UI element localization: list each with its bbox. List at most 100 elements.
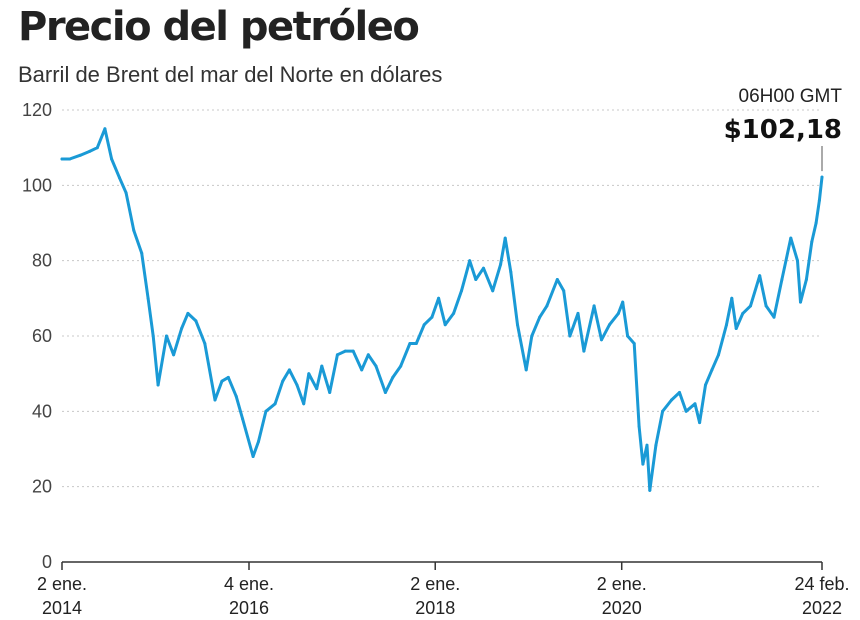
data-point [799, 300, 802, 304]
data-point [616, 311, 620, 315]
data-point [730, 296, 734, 300]
data-point [772, 315, 776, 319]
data-point [645, 443, 649, 447]
data-point [151, 334, 155, 338]
y-tick-label: 0 [42, 552, 52, 572]
y-tick-label: 40 [32, 401, 52, 421]
data-point [328, 391, 332, 394]
data-point [186, 311, 190, 315]
x-tick-year-label: 2014 [42, 598, 82, 618]
data-point [460, 289, 463, 293]
data-point [437, 296, 441, 300]
data-point [430, 315, 434, 319]
data-point [717, 353, 720, 357]
data-point [684, 409, 688, 413]
data-point [654, 443, 658, 447]
data-point [530, 334, 534, 338]
data-point [366, 353, 370, 357]
data-point [704, 383, 707, 387]
data-point [241, 417, 245, 421]
data-point [320, 364, 324, 368]
x-tick-label: 4 ene. [224, 574, 274, 594]
data-point [287, 368, 291, 372]
grid-lines [62, 109, 822, 563]
x-tick-year-label: 2016 [229, 598, 269, 618]
data-point [482, 266, 485, 270]
data-point [562, 289, 566, 293]
data-point [315, 387, 319, 391]
chart-title: Precio del petróleo [18, 4, 420, 50]
x-tick-label: 24 feb. [794, 574, 849, 594]
data-point [820, 175, 824, 179]
x-tick-year-label: 2020 [602, 598, 642, 618]
data-point [180, 327, 184, 330]
data-point [814, 221, 818, 225]
y-tick-label: 60 [32, 326, 52, 346]
data-point [474, 278, 478, 281]
data-point [621, 300, 625, 304]
data-point [698, 421, 702, 425]
data-point [60, 157, 64, 161]
data-point [335, 353, 339, 357]
data-point [408, 342, 412, 345]
data-point [443, 323, 447, 327]
data-point [780, 278, 784, 281]
data-point [670, 398, 673, 402]
data-point [124, 191, 128, 195]
data-point [710, 368, 714, 372]
data-point [302, 402, 306, 406]
data-point [146, 296, 150, 300]
data-point [568, 334, 572, 338]
data-point [343, 349, 347, 353]
data-point [213, 398, 217, 402]
data-point [608, 323, 611, 327]
data-point [725, 323, 728, 327]
data-point [648, 488, 652, 492]
data-point [281, 379, 285, 383]
data-point [516, 323, 519, 327]
data-point [741, 311, 745, 315]
data-point [503, 236, 507, 240]
data-point [251, 455, 255, 458]
data-point [78, 153, 82, 157]
data-point [103, 127, 107, 131]
data-point [749, 304, 752, 308]
data-point [234, 394, 238, 398]
data-point [576, 311, 580, 315]
data-point [307, 372, 311, 376]
x-tick-label: 2 ene. [597, 574, 647, 594]
data-point [758, 274, 762, 278]
y-tick-label: 20 [32, 477, 52, 497]
data-point [693, 402, 697, 406]
data-point [132, 229, 136, 232]
data-point [524, 368, 528, 372]
x-axis: 2 ene. 2014 4 ene. 2016 2 ene. 2018 2 ene. 2020… [37, 562, 850, 618]
data-point [360, 368, 364, 372]
y-axis-ticks: 0 20 40 60 80 100 120 [22, 100, 52, 572]
data-point [600, 338, 603, 342]
x-tick-label: 2 ene. [410, 574, 460, 594]
data-point [414, 342, 418, 345]
data-point [295, 383, 299, 387]
data-point [637, 424, 641, 428]
price-annotation: 06H00 GMT $102,18 [724, 86, 843, 172]
data-point [582, 349, 586, 353]
data-point [452, 311, 456, 315]
data-point [817, 198, 821, 202]
annotation-time: 06H00 GMT [739, 86, 843, 107]
data-point [220, 379, 224, 383]
chart-subtitle: Barril de Brent del mar del Norte en dól… [18, 62, 443, 87]
data-point [804, 278, 808, 281]
data-point [95, 146, 99, 150]
data-point [764, 304, 768, 308]
data-point [391, 375, 395, 379]
data-point [172, 353, 176, 357]
annotation-price: $102,18 [724, 115, 842, 145]
data-point [641, 462, 645, 466]
data-point [118, 176, 121, 180]
data-point [194, 319, 198, 323]
data-point [88, 149, 92, 153]
data-point [796, 259, 799, 263]
data-point [626, 334, 630, 338]
x-tick-label: 2 ene. [37, 574, 87, 594]
